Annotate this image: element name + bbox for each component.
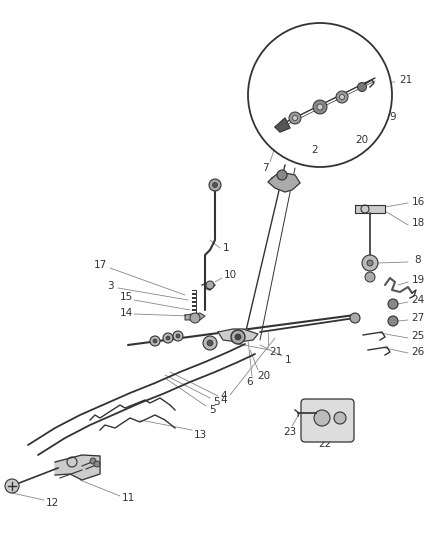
Text: 4: 4 bbox=[221, 395, 227, 405]
Polygon shape bbox=[218, 329, 258, 342]
Polygon shape bbox=[275, 118, 290, 132]
Text: 21: 21 bbox=[269, 347, 283, 357]
Circle shape bbox=[163, 333, 173, 343]
Circle shape bbox=[314, 410, 330, 426]
Circle shape bbox=[388, 299, 398, 309]
Text: 26: 26 bbox=[411, 347, 424, 357]
Text: 11: 11 bbox=[121, 493, 134, 503]
Text: 8: 8 bbox=[415, 255, 421, 265]
Text: 22: 22 bbox=[318, 439, 332, 449]
Text: 7: 7 bbox=[261, 163, 268, 173]
Circle shape bbox=[317, 104, 323, 110]
Circle shape bbox=[166, 336, 170, 340]
Text: 23: 23 bbox=[283, 427, 297, 437]
Circle shape bbox=[367, 260, 373, 266]
Circle shape bbox=[206, 281, 214, 289]
Text: 15: 15 bbox=[120, 292, 133, 302]
Text: 13: 13 bbox=[193, 430, 207, 440]
Text: 9: 9 bbox=[390, 112, 396, 122]
Circle shape bbox=[212, 182, 218, 188]
Text: 2: 2 bbox=[312, 145, 318, 155]
Text: 24: 24 bbox=[411, 295, 424, 305]
Circle shape bbox=[203, 336, 217, 350]
Circle shape bbox=[350, 313, 360, 323]
Text: 25: 25 bbox=[411, 331, 424, 341]
Circle shape bbox=[153, 339, 157, 343]
Circle shape bbox=[235, 334, 241, 340]
Polygon shape bbox=[185, 313, 205, 320]
Text: 12: 12 bbox=[46, 498, 59, 508]
Circle shape bbox=[277, 170, 287, 180]
Text: 3: 3 bbox=[107, 281, 113, 291]
Circle shape bbox=[209, 179, 221, 191]
Text: 14: 14 bbox=[120, 308, 133, 318]
Text: 4: 4 bbox=[221, 391, 227, 401]
Circle shape bbox=[248, 23, 392, 167]
Text: 20: 20 bbox=[258, 371, 271, 381]
Circle shape bbox=[388, 316, 398, 326]
Circle shape bbox=[90, 458, 96, 464]
Text: 10: 10 bbox=[223, 270, 237, 280]
Circle shape bbox=[334, 412, 346, 424]
Circle shape bbox=[289, 112, 301, 124]
Text: 6: 6 bbox=[247, 377, 253, 387]
Text: 5: 5 bbox=[213, 397, 219, 407]
Text: 16: 16 bbox=[411, 197, 424, 207]
Text: 18: 18 bbox=[411, 218, 424, 228]
Polygon shape bbox=[55, 455, 100, 480]
Text: 1: 1 bbox=[223, 243, 230, 253]
Text: 20: 20 bbox=[356, 135, 368, 145]
Circle shape bbox=[365, 272, 375, 282]
Circle shape bbox=[207, 340, 213, 346]
Circle shape bbox=[293, 116, 297, 120]
Circle shape bbox=[173, 331, 183, 341]
Text: 21: 21 bbox=[399, 75, 413, 85]
Polygon shape bbox=[355, 205, 385, 213]
Circle shape bbox=[336, 91, 348, 103]
Circle shape bbox=[313, 100, 327, 114]
FancyBboxPatch shape bbox=[301, 399, 354, 442]
Circle shape bbox=[339, 94, 345, 100]
Text: 19: 19 bbox=[411, 275, 424, 285]
Text: 27: 27 bbox=[411, 313, 424, 323]
Circle shape bbox=[150, 336, 160, 346]
Circle shape bbox=[362, 255, 378, 271]
Text: 1: 1 bbox=[285, 355, 291, 365]
Circle shape bbox=[231, 330, 245, 344]
Circle shape bbox=[357, 83, 367, 92]
Circle shape bbox=[94, 461, 100, 467]
Circle shape bbox=[176, 334, 180, 338]
Circle shape bbox=[190, 313, 200, 323]
Text: 5: 5 bbox=[208, 405, 215, 415]
Circle shape bbox=[5, 479, 19, 493]
Polygon shape bbox=[268, 172, 300, 192]
Text: 17: 17 bbox=[93, 260, 106, 270]
